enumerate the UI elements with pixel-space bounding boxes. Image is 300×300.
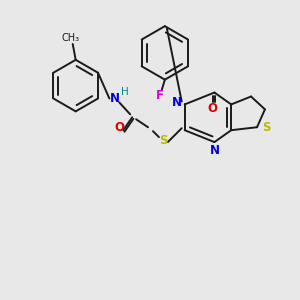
Text: O: O [114, 121, 124, 134]
Text: S: S [262, 121, 270, 134]
Text: F: F [156, 89, 164, 102]
Text: N: N [172, 96, 182, 109]
Text: S: S [159, 134, 167, 147]
Text: CH₃: CH₃ [62, 33, 80, 43]
Text: H: H [122, 86, 129, 97]
Text: O: O [207, 102, 218, 115]
Text: N: N [110, 92, 120, 105]
Text: N: N [209, 143, 219, 157]
